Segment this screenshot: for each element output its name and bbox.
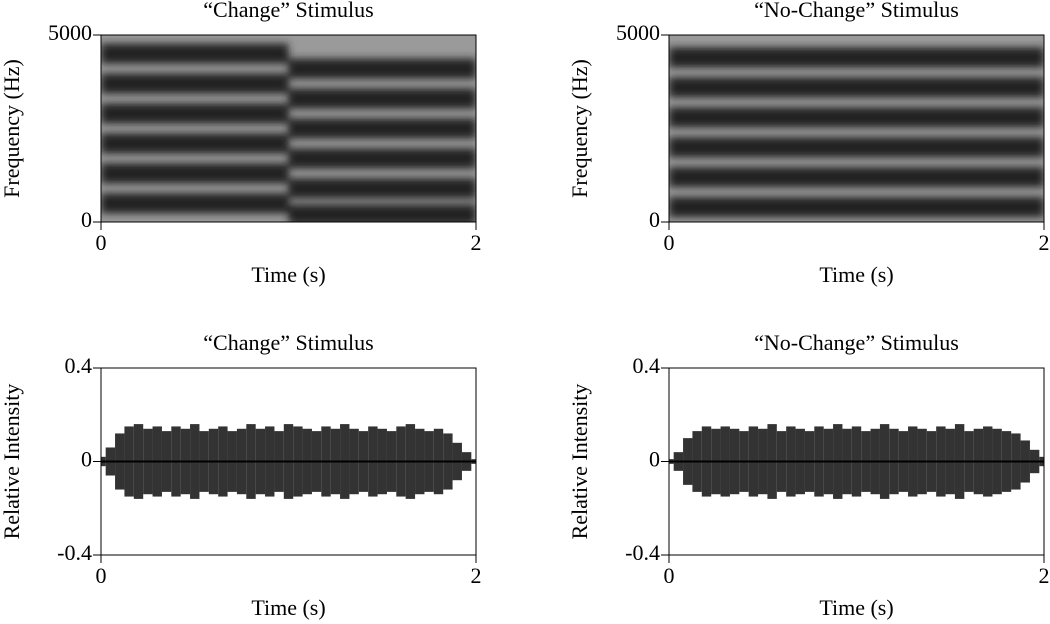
energy-band	[669, 107, 1044, 128]
x-tick-label: 2	[471, 563, 482, 588]
y-tick-label: 0.4	[633, 353, 661, 378]
plot-frame	[668, 34, 1045, 223]
energy-band	[101, 163, 289, 184]
y-tick-label: 0	[81, 447, 92, 472]
energy-band	[669, 47, 1044, 68]
energy-band	[288, 58, 476, 79]
x-axis-label: Time (s)	[251, 595, 325, 620]
energy-band	[101, 133, 289, 154]
y-tick-label: -0.4	[625, 540, 660, 565]
spectrogram-bands	[101, 43, 476, 222]
energy-band	[669, 77, 1044, 98]
energy-band	[288, 204, 476, 222]
x-axis-label: Time (s)	[251, 262, 325, 287]
y-axis-label: Relative Intensity	[567, 384, 592, 540]
energy-band	[101, 103, 289, 124]
chart-title: “No-Change” Stimulus	[754, 0, 959, 22]
plot-area	[669, 424, 1044, 499]
y-tick-label: -0.4	[57, 540, 92, 565]
energy-band	[288, 88, 476, 109]
chart-title: “No-Change” Stimulus	[754, 330, 959, 355]
y-axis-label: Frequency (Hz)	[0, 59, 24, 198]
energy-band	[101, 43, 289, 64]
y-tick-label: 0	[649, 447, 660, 472]
y-tick-label: 5000	[48, 20, 92, 45]
plot-area	[669, 35, 1044, 222]
y-tick-label: 0	[81, 207, 92, 232]
energy-band	[669, 167, 1044, 188]
energy-band	[101, 73, 289, 94]
energy-band	[669, 197, 1044, 218]
energy-band	[288, 118, 476, 139]
x-tick-label: 2	[1039, 563, 1050, 588]
x-tick-label: 2	[1039, 230, 1050, 255]
chart-title: “Change” Stimulus	[203, 0, 373, 22]
energy-band	[288, 178, 476, 199]
y-tick-label: 0	[649, 207, 660, 232]
spectrogram-bands	[669, 47, 1044, 218]
x-axis-label: Time (s)	[819, 595, 893, 620]
y-axis-label: Relative Intensity	[0, 384, 24, 540]
energy-band	[669, 137, 1044, 158]
x-tick-label: 0	[96, 563, 107, 588]
y-tick-label: 5000	[616, 20, 660, 45]
x-axis-label: Time (s)	[819, 262, 893, 287]
energy-band	[288, 148, 476, 169]
x-tick-label: 0	[664, 563, 675, 588]
energy-band	[101, 193, 289, 214]
plot-frame	[100, 34, 477, 223]
y-tick-label: 0.4	[65, 353, 93, 378]
x-tick-label: 0	[664, 230, 675, 255]
x-tick-label: 2	[471, 230, 482, 255]
x-tick-label: 0	[96, 230, 107, 255]
y-axis-label: Frequency (Hz)	[567, 59, 592, 198]
plot-area	[101, 35, 476, 222]
chart-title: “Change” Stimulus	[203, 330, 373, 355]
plot-area	[101, 424, 476, 499]
